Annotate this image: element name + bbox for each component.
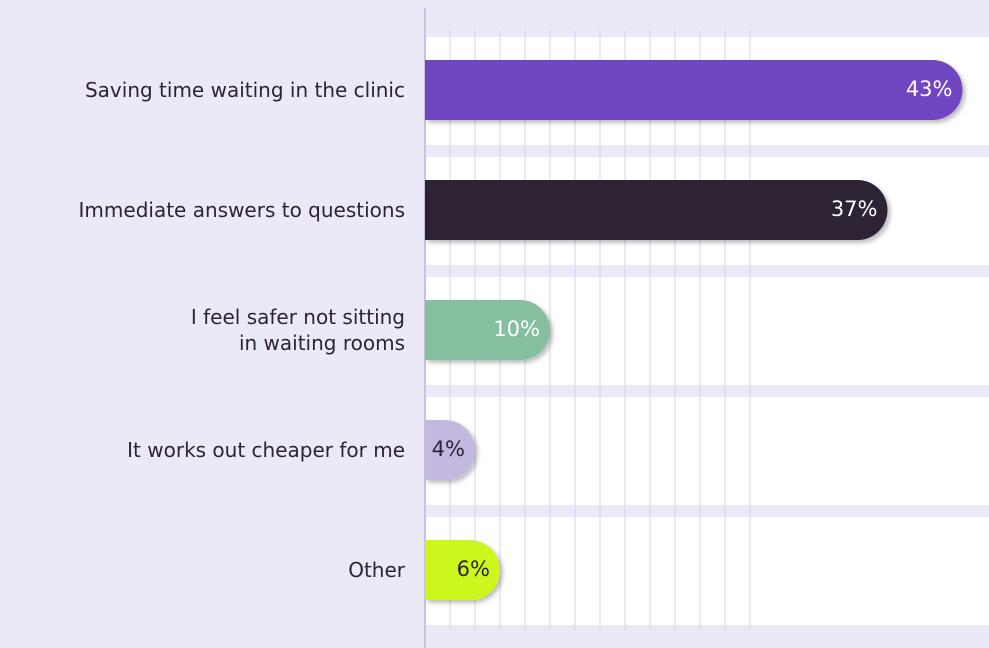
value-label: 37%	[831, 197, 878, 221]
bar	[425, 180, 888, 240]
value-label: 4%	[432, 437, 465, 461]
bar	[425, 420, 475, 480]
value-label: 10%	[493, 317, 540, 341]
bar	[425, 300, 550, 360]
row-band	[425, 397, 989, 505]
bar	[425, 540, 500, 600]
bar	[425, 60, 963, 120]
category-label: Other	[348, 558, 405, 582]
category-label: Immediate answers to questions	[78, 198, 405, 222]
category-label: I feel safer not sitting in waiting room…	[190, 305, 405, 355]
category-label: Saving time waiting in the clinic	[84, 78, 405, 102]
category-label: It works out cheaper for me	[127, 438, 405, 462]
value-label: 6%	[457, 557, 490, 581]
value-label: 43%	[906, 77, 953, 101]
row-band	[425, 517, 989, 625]
